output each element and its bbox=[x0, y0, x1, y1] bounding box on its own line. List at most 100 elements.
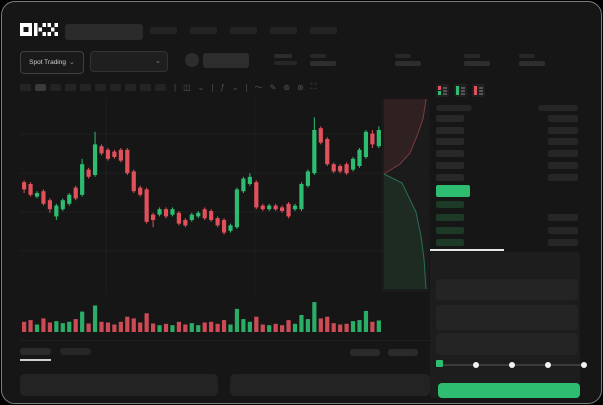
icon-part bbox=[479, 90, 483, 92]
timeframe-button[interactable] bbox=[20, 84, 31, 91]
chart-bottom-right-button[interactable] bbox=[388, 349, 418, 356]
search-input[interactable] bbox=[65, 24, 143, 40]
slider-stop[interactable] bbox=[473, 362, 479, 368]
icon-part bbox=[438, 86, 441, 90]
timeframe-button[interactable] bbox=[35, 84, 46, 91]
market-type-selector[interactable]: Spot Trading ⌄ bbox=[20, 51, 84, 74]
chart-bottom-tab[interactable] bbox=[60, 348, 91, 355]
nav-item-placeholder[interactable] bbox=[190, 27, 217, 34]
pair-selector-dropdown[interactable]: ⌄ bbox=[90, 51, 168, 72]
timeframe-button[interactable] bbox=[125, 84, 136, 91]
fullscreen-icon[interactable]: ⛶ bbox=[310, 82, 317, 91]
separator: | bbox=[174, 82, 177, 92]
icon-part bbox=[456, 86, 459, 95]
timeframe-button[interactable] bbox=[95, 84, 106, 91]
bottom-panel-right bbox=[230, 374, 430, 396]
orderbook-bids-icon[interactable] bbox=[454, 84, 467, 97]
icon-part bbox=[474, 86, 477, 95]
slider-stop[interactable] bbox=[545, 362, 551, 368]
ask-row-price[interactable] bbox=[436, 138, 464, 146]
ask-row-amount[interactable] bbox=[548, 173, 578, 181]
bid-row-price[interactable] bbox=[436, 213, 464, 221]
bid-row-amount[interactable] bbox=[548, 239, 578, 247]
total-field[interactable] bbox=[436, 333, 578, 355]
amount-field[interactable] bbox=[436, 305, 578, 330]
chevron-down-icon: ⌄ bbox=[155, 57, 161, 65]
orderbook-header-price bbox=[436, 105, 472, 111]
chart-bottom-right-button[interactable] bbox=[350, 349, 380, 356]
ask-row-amount[interactable] bbox=[548, 150, 578, 158]
stat-value-placeholder bbox=[464, 61, 490, 66]
coin-icon bbox=[185, 53, 199, 67]
icon-part bbox=[438, 91, 441, 95]
stat-label-placeholder bbox=[464, 54, 480, 58]
okx-logo[interactable] bbox=[20, 23, 58, 36]
timeframe-button[interactable] bbox=[50, 84, 61, 91]
bid-row-amount[interactable] bbox=[548, 226, 578, 234]
nav-item-placeholder[interactable] bbox=[150, 27, 177, 34]
pair-name-placeholder[interactable] bbox=[203, 53, 249, 68]
settings-icon[interactable]: ⊛ bbox=[297, 82, 304, 92]
icon-part bbox=[479, 93, 483, 95]
chart-type-icon[interactable]: ◫ bbox=[183, 82, 191, 92]
stat-label-placeholder bbox=[519, 54, 535, 58]
nav-item-placeholder[interactable] bbox=[270, 27, 297, 34]
camera-icon[interactable]: ⊚ bbox=[283, 82, 291, 92]
orderbook-combined-icon[interactable] bbox=[436, 84, 449, 97]
active-tab-underline bbox=[20, 359, 51, 361]
icon-part bbox=[443, 87, 447, 89]
timeframe-button[interactable] bbox=[155, 84, 166, 91]
orderbook-header-amount bbox=[538, 105, 578, 111]
separator: | bbox=[245, 82, 248, 92]
nav-item-placeholder[interactable] bbox=[310, 27, 337, 34]
timeframe-button[interactable] bbox=[140, 84, 151, 91]
timeframe-bar bbox=[20, 84, 166, 91]
orderbook-asks-icon[interactable] bbox=[472, 84, 485, 97]
ask-row-price[interactable] bbox=[436, 150, 464, 158]
icon-part bbox=[443, 93, 447, 95]
chart-tools: | ◫ ⌄ | ƒ ⌄ | 〜 ✎ ⊚ ⊛ ⛶ bbox=[174, 81, 316, 93]
ask-row-price[interactable] bbox=[436, 173, 464, 181]
divider bbox=[20, 340, 430, 341]
depth-panel bbox=[382, 99, 429, 292]
icon-part bbox=[461, 93, 465, 95]
bid-row-price[interactable] bbox=[436, 201, 464, 208]
bid-row-amount[interactable] bbox=[548, 213, 578, 221]
trendline-icon[interactable]: 〜 bbox=[254, 82, 263, 92]
market-stat bbox=[395, 54, 421, 66]
ask-row-amount[interactable] bbox=[548, 161, 578, 169]
ask-row-amount[interactable] bbox=[548, 115, 578, 122]
ask-row-amount[interactable] bbox=[548, 138, 578, 146]
ask-row-price[interactable] bbox=[436, 115, 464, 122]
buy-submit-button[interactable] bbox=[438, 383, 580, 398]
stat-value-placeholder bbox=[519, 61, 545, 66]
slider-handle[interactable] bbox=[436, 360, 443, 367]
slider-stop[interactable] bbox=[509, 362, 515, 368]
icon-part bbox=[461, 90, 465, 92]
draw-icon[interactable]: ✎ bbox=[269, 82, 277, 92]
chevron-down-icon: ⌄ bbox=[68, 58, 75, 66]
ask-row-price[interactable] bbox=[436, 161, 464, 169]
bid-row-price[interactable] bbox=[436, 226, 464, 234]
icon-part bbox=[479, 87, 483, 89]
timeframe-button[interactable] bbox=[110, 84, 121, 91]
timeframe-button[interactable] bbox=[65, 84, 76, 91]
bid-row-price[interactable] bbox=[436, 239, 464, 247]
chevron-down-icon[interactable]: ⌄ bbox=[231, 82, 239, 92]
chevron-down-icon[interactable]: ⌄ bbox=[197, 82, 205, 92]
price-placeholder bbox=[274, 54, 292, 58]
indicators-icon[interactable]: ƒ bbox=[220, 82, 225, 92]
orderbook-view-toggles bbox=[436, 84, 485, 97]
market-type-label: Spot Trading bbox=[29, 59, 66, 66]
last-price-pill[interactable] bbox=[436, 185, 470, 197]
market-stat bbox=[519, 54, 545, 66]
ask-row-amount[interactable] bbox=[548, 126, 578, 134]
price-field[interactable] bbox=[436, 279, 578, 300]
slider-stop[interactable] bbox=[581, 362, 587, 368]
nav-item-placeholder[interactable] bbox=[230, 27, 257, 34]
chart-bottom-tab-active[interactable] bbox=[20, 348, 51, 355]
timeframe-button[interactable] bbox=[80, 84, 91, 91]
stat-value-placeholder bbox=[310, 61, 336, 66]
ask-row-price[interactable] bbox=[436, 126, 464, 134]
